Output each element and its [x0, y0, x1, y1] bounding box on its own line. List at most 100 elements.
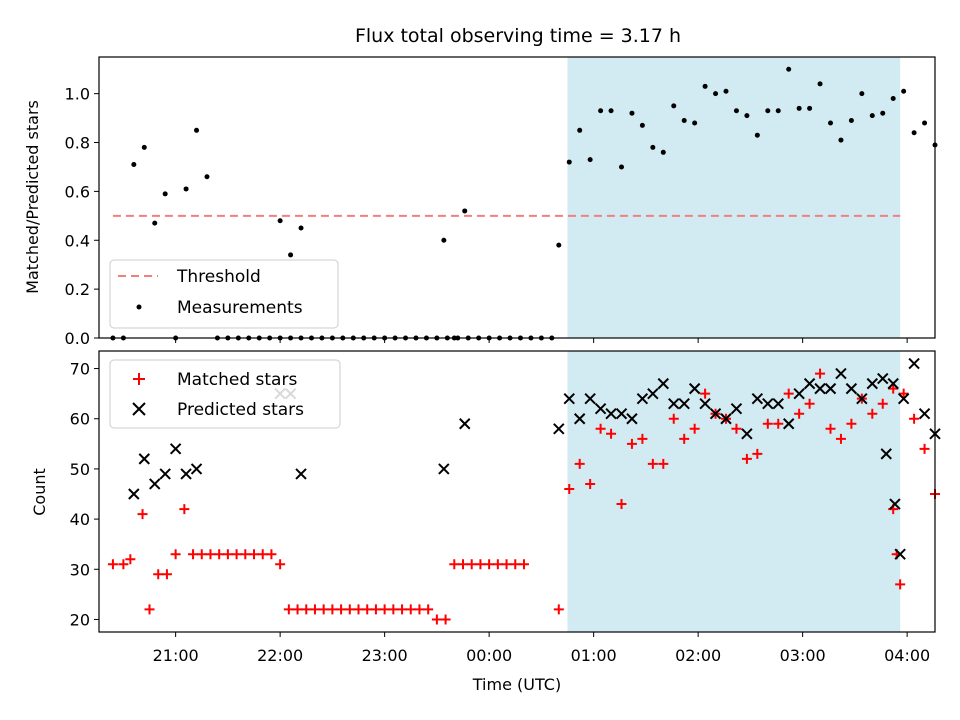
x-tick-label: 23:00 — [362, 646, 408, 665]
bottom-legend: Matched stars Predicted stars — [109, 359, 341, 429]
chart-title: Flux total observing time = 3.17 h — [355, 25, 681, 47]
measurement-point — [775, 108, 781, 114]
matched-star-point — [466, 559, 477, 570]
matched-star-point — [362, 604, 373, 615]
measurement-point — [702, 83, 708, 89]
matched-star-point — [877, 398, 888, 409]
matched-star-point — [475, 559, 486, 570]
predicted-star-point — [584, 392, 596, 405]
shaded-interval — [567, 57, 901, 338]
matched-star-point — [107, 559, 118, 570]
matched-star-point — [689, 423, 700, 434]
measurement-point — [598, 108, 604, 114]
matched-star-point — [518, 559, 529, 570]
measurement-point — [288, 252, 294, 258]
top-panel: 0.0 0.2 0.4 0.6 0.8 1.0 Matched/Predicted sta… — [23, 56, 938, 348]
matched-star-point — [196, 549, 207, 560]
predicted-star-point — [894, 548, 906, 560]
predicted-star-point — [772, 397, 784, 410]
measurement-point — [848, 118, 854, 124]
matched-star-point — [188, 549, 199, 560]
measurement-point — [869, 113, 875, 119]
matched-star-point — [804, 398, 815, 409]
predicted-star-point — [553, 423, 565, 435]
measurement-point — [639, 122, 645, 128]
matched-star-point — [379, 604, 390, 615]
top-legend: Threshold Measurements — [109, 259, 339, 329]
matched-star-point — [679, 433, 690, 444]
predicted-star-point — [741, 428, 753, 440]
measurement-point — [828, 120, 833, 126]
measurement-point — [922, 120, 928, 126]
measurement-point — [152, 220, 158, 226]
count-points — [107, 357, 941, 625]
measurement-point — [713, 91, 719, 97]
legend-matched-swatch — [133, 373, 145, 385]
measurement-point — [723, 88, 729, 94]
predicted-star-point — [835, 367, 847, 380]
matched-star-point — [585, 478, 596, 489]
matched-star-point — [888, 383, 899, 394]
matched-star-point — [492, 559, 503, 570]
matched-star-point — [137, 509, 148, 520]
matched-star-point — [414, 604, 425, 615]
measurement-point — [441, 237, 447, 243]
matched-star-point — [700, 388, 711, 399]
y-tick-label: 0.0 — [65, 329, 90, 348]
measurement-point — [911, 130, 917, 136]
matched-star-point — [344, 604, 355, 615]
predicted-star-point — [918, 408, 931, 420]
top-y-axis-label: Matched/Predicted stars — [23, 100, 42, 294]
top-plot-frame — [98, 56, 936, 339]
measurement-point — [838, 137, 844, 143]
measurement-point — [298, 225, 304, 231]
matched-star-point — [283, 604, 294, 615]
measurement-point — [796, 105, 802, 111]
legend-matched-label: Matched stars — [177, 370, 297, 390]
matched-star-point — [458, 559, 469, 570]
x-tick-label: 02:00 — [675, 646, 721, 665]
matched-star-point — [564, 483, 575, 494]
measurement-point — [692, 120, 698, 126]
measurement-point — [817, 81, 823, 87]
y-tick-label: 0.6 — [65, 182, 90, 201]
measurement-point — [890, 96, 896, 102]
y-tick-label: 50 — [70, 460, 90, 479]
matched-star-point — [898, 388, 909, 399]
x-axis-label: Time (UTC) — [472, 675, 561, 694]
predicted-star-point — [908, 357, 920, 370]
matched-star-point — [327, 604, 338, 615]
matched-star-point — [626, 438, 637, 449]
matched-star-point — [510, 559, 521, 570]
top-x-ticks — [175, 338, 908, 343]
matched-star-point — [731, 423, 742, 434]
bottom-y-axis-label: Count — [30, 468, 49, 516]
predicted-star-point — [814, 382, 826, 395]
x-tick-label: 04:00 — [884, 646, 930, 665]
predicted-star-point — [897, 392, 910, 405]
matched-star-point — [309, 604, 320, 615]
measurement-point — [765, 108, 771, 114]
predicted-star-point — [793, 387, 805, 400]
predicted-star-point — [866, 377, 879, 390]
matched-star-point — [214, 549, 225, 560]
matched-star-point — [353, 604, 364, 615]
x-tick-label: 21:00 — [153, 646, 199, 665]
predicted-star-point — [190, 463, 203, 475]
shaded-interval — [567, 351, 901, 632]
measurement-point — [608, 108, 614, 114]
measurement-point — [880, 110, 886, 116]
y-tick-label: 40 — [70, 510, 90, 529]
x-tick-label: 01:00 — [571, 646, 617, 665]
measurement-point — [183, 186, 189, 192]
matched-star-point — [895, 579, 906, 590]
measurement-point — [194, 127, 200, 133]
predicted-star-point — [762, 397, 774, 410]
measurement-point — [754, 132, 760, 138]
y-tick-label: 30 — [70, 560, 90, 579]
top-legend-box — [109, 259, 339, 329]
matched-star-point — [423, 604, 434, 615]
matched-star-point — [637, 433, 648, 444]
matched-star-point — [616, 499, 627, 510]
predicted-star-point — [128, 488, 140, 500]
